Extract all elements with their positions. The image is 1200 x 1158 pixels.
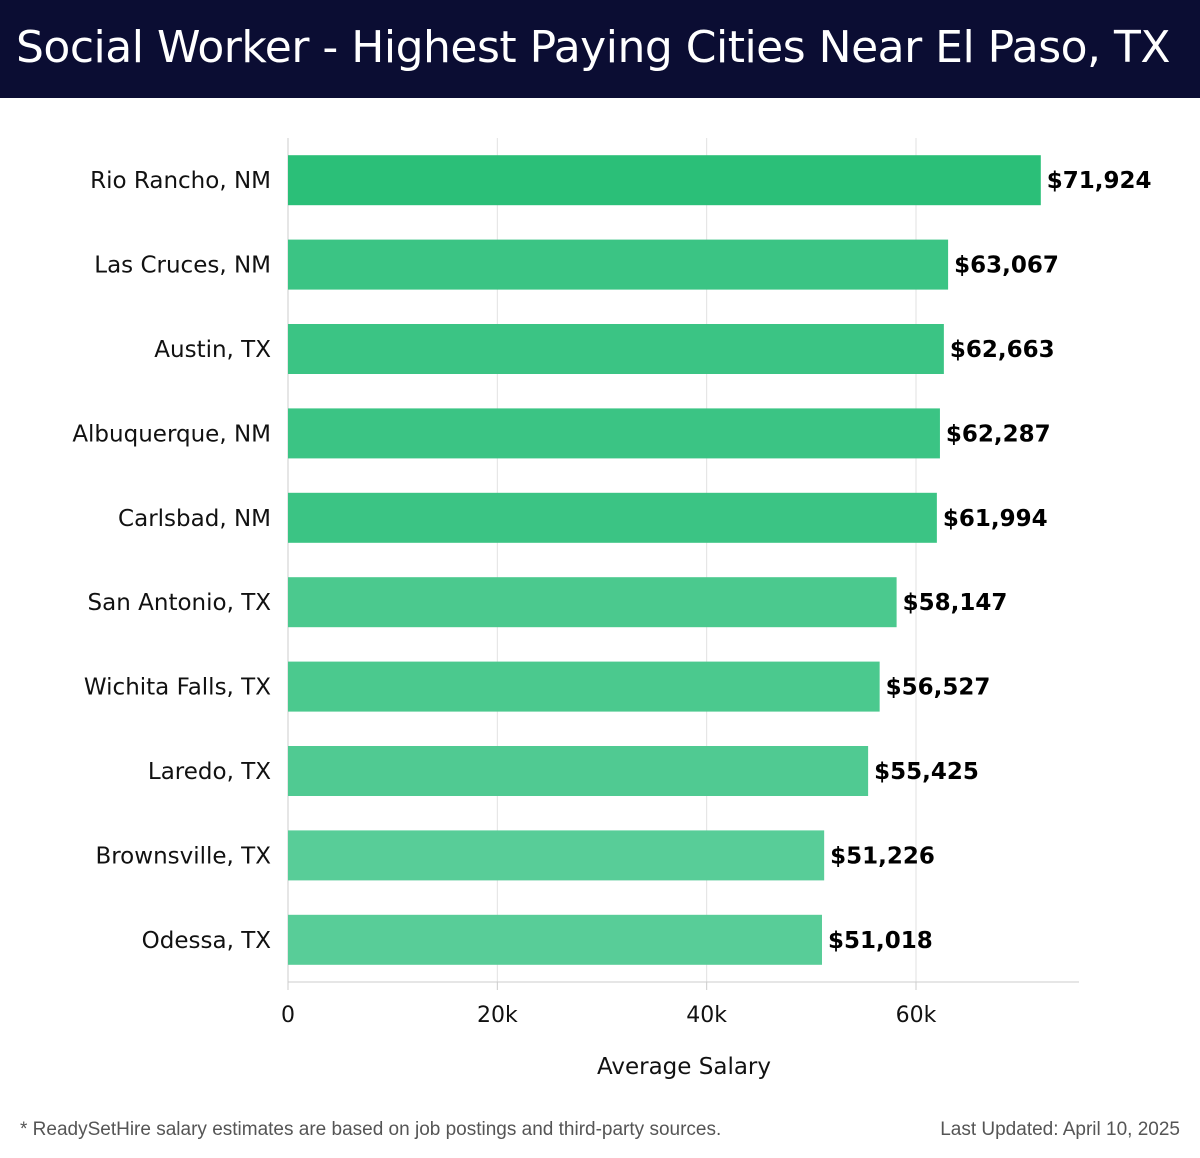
chart-header: Social Worker - Highest Paying Cities Ne… (0, 0, 1200, 98)
bar-2 (288, 324, 944, 374)
footer-note: * ReadySetHire salary estimates are base… (20, 1119, 722, 1140)
bar-0 (288, 155, 1041, 206)
bar-5 (288, 577, 897, 628)
x-axis-label: Average Salary (597, 1054, 771, 1080)
category-label-3: Albuquerque, NM (72, 421, 271, 447)
category-label-6: Wichita Falls, TX (84, 675, 271, 701)
x-tick-label-3: 60k (896, 1003, 937, 1028)
bar-7 (288, 746, 869, 796)
bar-3 (288, 408, 940, 459)
chart-title: Social Worker - Highest Paying Cities Ne… (16, 22, 1171, 73)
x-tick-label-1: 20k (477, 1003, 518, 1028)
bar-6 (288, 661, 880, 712)
category-label-0: Rio Rancho, NM (90, 168, 271, 194)
x-tick-label-0: 0 (281, 1003, 295, 1028)
value-label-1: $63,067 (954, 253, 1059, 279)
category-label-8: Brownsville, TX (95, 843, 271, 869)
x-tick-label-2: 40k (686, 1003, 727, 1028)
value-label-4: $61,994 (943, 506, 1048, 532)
bar-1 (288, 239, 949, 290)
value-label-5: $58,147 (903, 590, 1008, 616)
value-label-6: $56,527 (886, 675, 991, 701)
value-label-7: $55,425 (874, 759, 979, 785)
category-label-2: Austin, TX (154, 337, 271, 363)
value-label-3: $62,287 (946, 421, 1051, 447)
bar-4 (288, 492, 937, 543)
category-label-7: Laredo, TX (148, 759, 271, 785)
last-updated: Last Updated: April 10, 2025 (940, 1119, 1180, 1140)
category-label-5: San Antonio, TX (88, 590, 272, 616)
bar-8 (288, 830, 825, 881)
value-label-2: $62,663 (950, 337, 1055, 363)
category-label-4: Carlsbad, NM (118, 506, 271, 532)
bar-9 (288, 914, 822, 965)
bar-chart: Rio Rancho, NM $71,924 Las Cruces, NM $63,0… (72, 138, 1152, 1080)
value-label-8: $51,226 (830, 843, 935, 869)
value-label-0: $71,924 (1047, 168, 1152, 194)
category-label-9: Odessa, TX (142, 928, 272, 954)
value-label-9: $51,018 (828, 928, 933, 954)
category-label-1: Las Cruces, NM (94, 253, 271, 279)
